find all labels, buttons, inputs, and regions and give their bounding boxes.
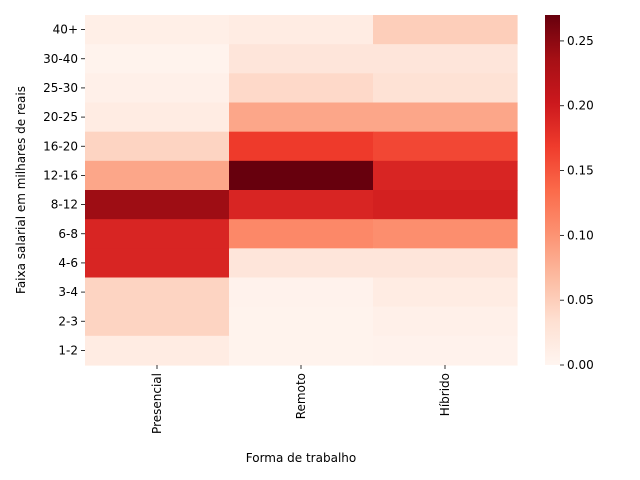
heatmap-cell	[85, 160, 230, 191]
x-tick-label: Híbrido	[438, 373, 452, 416]
heatmap-cell	[85, 219, 230, 249]
colorbar-tick-label: 0.10	[567, 228, 594, 242]
y-tick-label: 12-16	[43, 168, 78, 182]
colorbar-gradient	[545, 15, 560, 365]
heatmap-cell	[373, 44, 518, 74]
heatmap-cell	[85, 248, 230, 279]
y-tick-label: 25-30	[43, 81, 78, 95]
heatmap-cell	[229, 131, 374, 162]
heatmap-cell	[373, 190, 518, 220]
x-axis: Presencial Remoto Híbrido	[150, 365, 452, 434]
y-tick-label: 4-6	[58, 256, 78, 270]
heatmap-cell	[373, 73, 518, 104]
heatmap-cell	[85, 73, 230, 104]
x-tick-label: Remoto	[294, 373, 308, 419]
heatmap-cell	[373, 15, 518, 45]
heatmap-cell	[85, 44, 230, 74]
colorbar-tick-label: 0.25	[567, 34, 594, 48]
heatmap-cell	[85, 102, 230, 133]
heatmap-cell	[85, 131, 230, 162]
y-axis: 40+ 30-40 25-30 20-25 16-20 12-16 8-12 6-8 4-6 3-…	[43, 23, 85, 357]
heatmap-cell	[85, 277, 230, 308]
heatmap-cells	[85, 15, 518, 366]
heatmap-cell	[85, 335, 230, 366]
heatmap-cell	[229, 335, 374, 366]
heatmap-cell	[373, 306, 518, 337]
y-axis-title: Faixa salarial em milhares de reais	[14, 86, 28, 294]
heatmap-cell	[373, 219, 518, 249]
heatmap-cell	[229, 15, 374, 45]
y-tick-label: 3-4	[58, 285, 78, 299]
heatmap-cell	[229, 190, 374, 220]
heatmap-cell	[85, 306, 230, 337]
y-tick-label: 8-12	[51, 198, 78, 212]
colorbar: 0.00 0.05 0.10 0.15 0.20 0.25	[545, 15, 594, 372]
y-tick-label: 2-3	[58, 314, 78, 328]
heatmap-cell	[373, 131, 518, 162]
heatmap-cell	[229, 160, 374, 191]
colorbar-tick-label: 0.15	[567, 164, 594, 178]
x-tick-label: Presencial	[150, 373, 164, 434]
heatmap-cell	[85, 15, 230, 45]
heatmap-cell	[229, 306, 374, 337]
y-tick-label: 1-2	[58, 343, 78, 357]
heatmap-cell	[229, 44, 374, 74]
y-tick-label: 30-40	[43, 52, 78, 66]
heatmap-cell	[229, 219, 374, 249]
heatmap-cell	[229, 277, 374, 308]
heatmap-cell	[373, 248, 518, 279]
heatmap-cell	[373, 277, 518, 308]
colorbar-tick-label: 0.20	[567, 99, 594, 113]
heatmap-cell	[229, 248, 374, 279]
y-tick-label: 40+	[53, 23, 78, 37]
y-tick-label: 16-20	[43, 139, 78, 153]
heatmap-cell	[373, 335, 518, 366]
heatmap-cell	[373, 160, 518, 191]
colorbar-tick-label: 0.00	[567, 358, 594, 372]
heatmap-cell	[85, 190, 230, 220]
x-axis-title: Forma de trabalho	[246, 451, 356, 465]
y-tick-label: 20-25	[43, 110, 78, 124]
colorbar-tick-label: 0.05	[567, 293, 594, 307]
heatmap-cell	[373, 102, 518, 133]
heatmap-cell	[229, 102, 374, 133]
y-tick-label: 6-8	[58, 227, 78, 241]
heatmap-cell	[229, 73, 374, 104]
